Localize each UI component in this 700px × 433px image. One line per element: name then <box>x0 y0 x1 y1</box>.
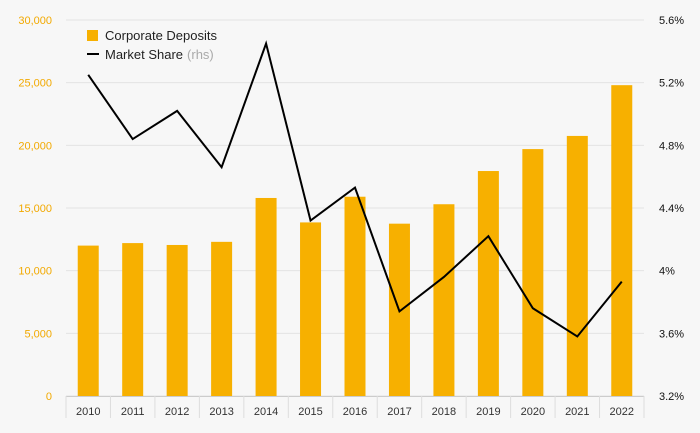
right-tick-label: 3.2% <box>659 391 684 403</box>
x-tick-label: 2019 <box>476 406 500 418</box>
legend-label-line: Market Share (rhs) <box>105 47 214 62</box>
right-tick-label: 4.4% <box>659 203 684 215</box>
x-tick-label: 2018 <box>432 406 456 418</box>
left-tick-label: 25,000 <box>18 78 52 90</box>
x-tick-label: 2012 <box>165 406 189 418</box>
bar <box>522 149 544 396</box>
bar <box>166 244 188 396</box>
legend-swatch-bar <box>87 30 98 41</box>
bar <box>300 222 322 396</box>
bar <box>611 85 633 396</box>
left-tick-label: 20,000 <box>18 140 52 152</box>
bar <box>255 197 277 396</box>
left-tick-label: 30,000 <box>18 15 52 27</box>
x-tick-label: 2017 <box>387 406 411 418</box>
x-tick-label: 2016 <box>343 406 367 418</box>
left-axis: 0 5,000 10,000 15,000 20,000 25,000 30,000 <box>18 15 52 403</box>
line-series <box>87 40 623 338</box>
right-tick-label: 5.6% <box>659 15 684 27</box>
legend-label-line-name: Market Share <box>105 47 183 62</box>
x-tick-label: 2010 <box>76 406 100 418</box>
right-tick-label: 5.2% <box>659 78 684 90</box>
right-tick-label: 3.6% <box>659 328 684 340</box>
left-tick-label: 5,000 <box>24 328 52 340</box>
bar <box>566 135 588 396</box>
x-tick-label: 2020 <box>521 406 545 418</box>
right-tick-label: 4.8% <box>659 140 684 152</box>
bar-series <box>77 85 633 396</box>
right-axis: 3.2% 3.6% 4% 4.4% 4.8% 5.2% 5.6% <box>659 15 684 403</box>
x-tick-label: 2021 <box>565 406 589 418</box>
right-tick-label: 4% <box>659 266 675 278</box>
legend-label-bar: Corporate Deposits <box>105 28 217 43</box>
left-tick-label: 10,000 <box>18 266 52 278</box>
bar <box>344 196 366 396</box>
legend-label-line-suffix: (rhs) <box>187 47 214 62</box>
legend: Corporate Deposits Market Share (rhs) <box>87 28 217 62</box>
bar <box>477 171 499 396</box>
x-tick-label: 2013 <box>209 406 233 418</box>
bar <box>122 243 144 396</box>
left-tick-label: 0 <box>46 391 52 403</box>
x-tick-label: 2014 <box>254 406 278 418</box>
left-tick-label: 15,000 <box>18 203 52 215</box>
bar <box>433 204 455 396</box>
bar <box>77 245 99 396</box>
x-tick-label: 2015 <box>298 406 322 418</box>
x-tick-label: 2011 <box>121 406 145 418</box>
x-axis: 2010 2011 2012 2013 2014 2015 2016 2017 2018 2019… <box>65 396 645 418</box>
x-tick-label: 2022 <box>610 406 634 418</box>
bar <box>211 241 233 396</box>
